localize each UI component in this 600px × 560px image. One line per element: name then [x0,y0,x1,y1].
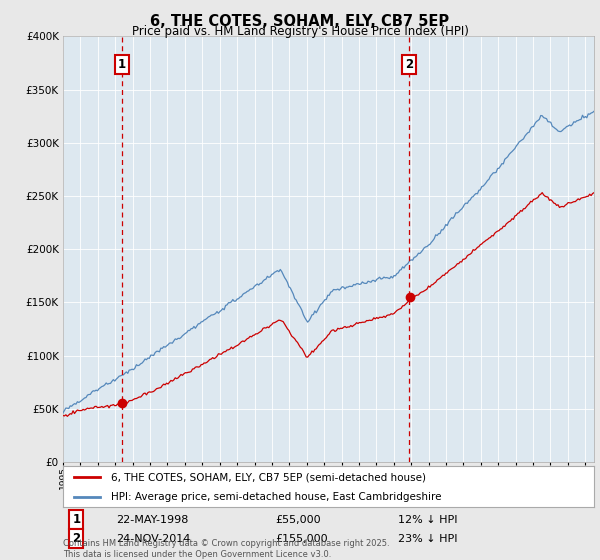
Text: Price paid vs. HM Land Registry's House Price Index (HPI): Price paid vs. HM Land Registry's House … [131,25,469,38]
Text: HPI: Average price, semi-detached house, East Cambridgeshire: HPI: Average price, semi-detached house,… [111,492,441,502]
Text: 12% ↓ HPI: 12% ↓ HPI [398,515,457,525]
Text: Contains HM Land Registry data © Crown copyright and database right 2025.
This d: Contains HM Land Registry data © Crown c… [63,539,389,559]
Text: 2: 2 [406,58,413,71]
Text: 24-NOV-2014: 24-NOV-2014 [116,534,190,544]
Text: 22-MAY-1998: 22-MAY-1998 [116,515,188,525]
Text: £55,000: £55,000 [275,515,321,525]
Text: £155,000: £155,000 [275,534,328,544]
Text: 6, THE COTES, SOHAM, ELY, CB7 5EP (semi-detached house): 6, THE COTES, SOHAM, ELY, CB7 5EP (semi-… [111,473,426,482]
Text: 1: 1 [118,58,126,71]
Text: 6, THE COTES, SOHAM, ELY, CB7 5EP: 6, THE COTES, SOHAM, ELY, CB7 5EP [151,14,449,29]
Text: 1: 1 [72,513,80,526]
Text: 2: 2 [72,533,80,545]
Text: 23% ↓ HPI: 23% ↓ HPI [398,534,457,544]
